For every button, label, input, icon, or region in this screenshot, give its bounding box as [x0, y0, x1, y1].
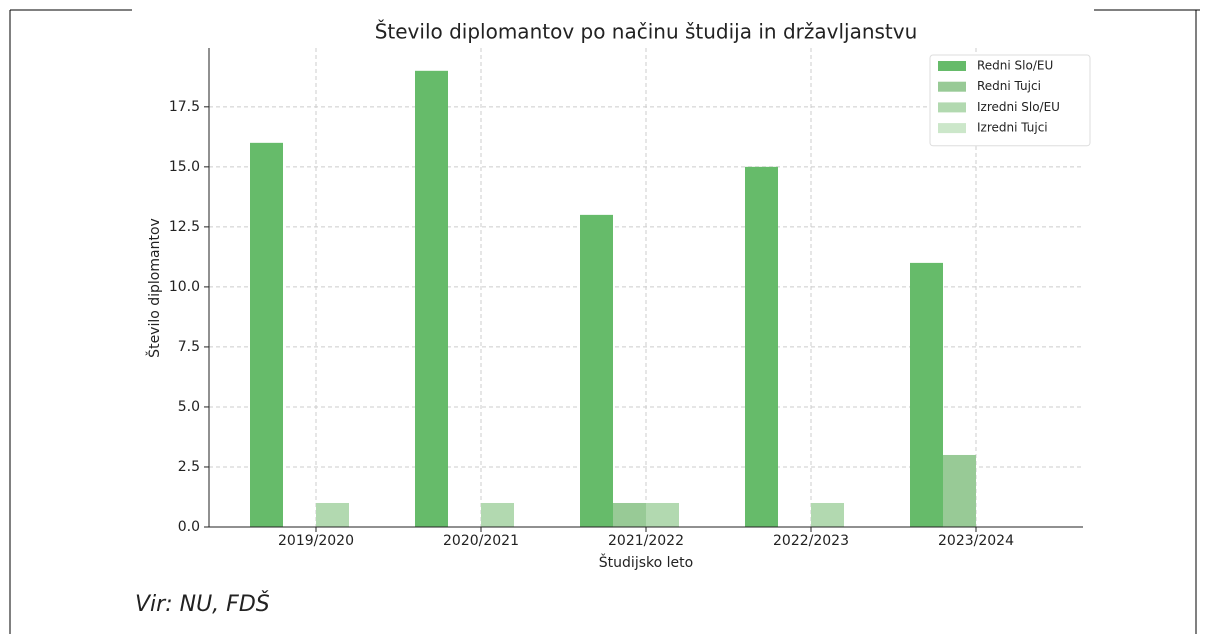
bar: [745, 166, 778, 528]
bar: [316, 502, 349, 527]
legend-swatch: [938, 81, 966, 92]
y-tick-label: 17.5: [169, 99, 200, 115]
bar: [811, 502, 844, 527]
source: Vir: NU, FDŠ: [135, 591, 270, 617]
bar: [250, 142, 283, 527]
x-tick-label: 2022/2023: [773, 533, 849, 549]
legend-label: Redni Tujci: [977, 79, 1041, 93]
legend-box: [929, 54, 1091, 147]
legend-swatch: [938, 123, 966, 134]
x-tick-label: 2020/2021: [443, 533, 519, 549]
y-tick-label: 5.0: [178, 399, 200, 415]
bar: [580, 214, 613, 527]
y-tick-label: 15.0: [169, 159, 200, 175]
legend-label: Izredni Slo/EU: [977, 100, 1060, 114]
y-tick-label: 12.5: [169, 219, 200, 235]
x-tick-label: 2019/2020: [278, 533, 354, 549]
y-axis-label: Število diplomantov: [145, 218, 163, 358]
legend-swatch: [938, 102, 966, 113]
x-tick-label: 2021/2022: [608, 533, 684, 549]
chart-title: Število diplomantov po načinu študija in…: [375, 20, 918, 44]
legend-swatch: [938, 61, 966, 71]
bar: [910, 262, 943, 527]
bar: [943, 454, 976, 527]
bar: [481, 502, 514, 527]
y-tick-label: 2.5: [178, 459, 200, 475]
bar: [646, 502, 679, 527]
x-tick-label: 2023/2024: [938, 533, 1014, 549]
legend-label: Izredni Tujci: [977, 121, 1048, 135]
legend-label: Redni Slo/EU: [977, 59, 1053, 73]
y-tick-label: 10.0: [169, 279, 200, 295]
y-tick-label: 7.5: [178, 339, 200, 355]
x-axis-label: Študijsko leto: [599, 553, 693, 571]
y-tick-label: 0.0: [178, 519, 200, 535]
bar: [415, 70, 448, 528]
bar: [613, 502, 646, 527]
